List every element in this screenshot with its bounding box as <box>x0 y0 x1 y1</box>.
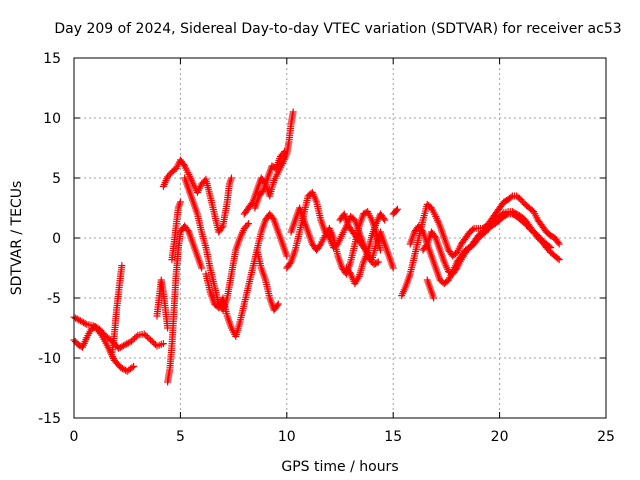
data-point <box>244 220 252 228</box>
data-point <box>430 294 438 302</box>
data-point <box>279 149 287 157</box>
data-point <box>373 259 381 267</box>
data-point <box>130 362 138 370</box>
data-point <box>374 258 382 266</box>
data-point <box>143 333 151 341</box>
data-point <box>150 339 158 347</box>
y-tick-label: 0 <box>52 231 61 247</box>
x-axis-label: GPS time / hours <box>281 459 398 475</box>
x-tick-label: 20 <box>491 429 509 445</box>
data-point <box>555 256 563 264</box>
data-point <box>274 300 282 308</box>
y-tick-label: -10 <box>38 351 61 367</box>
data-point <box>389 264 397 272</box>
data-point <box>545 242 553 250</box>
data-point <box>159 340 167 348</box>
data-point <box>393 205 401 213</box>
x-tick-label: 25 <box>597 429 615 445</box>
data-point <box>132 333 140 341</box>
data-point <box>180 161 188 168</box>
data-point <box>380 215 388 222</box>
y-axis-label: SDTVAR / TECUs <box>9 181 25 296</box>
data-point <box>381 216 389 224</box>
y-tick-label: -15 <box>38 411 61 427</box>
data-point <box>81 320 89 327</box>
x-tick-label: 0 <box>70 429 79 445</box>
data-point <box>376 246 384 254</box>
data-point <box>547 244 555 252</box>
data-point <box>128 364 136 372</box>
x-tick-label: 15 <box>384 429 402 445</box>
data-point <box>218 224 226 231</box>
data-point <box>392 206 400 214</box>
data-point <box>227 174 235 182</box>
x-tick-label: 10 <box>278 429 296 445</box>
data-point <box>131 334 139 342</box>
y-tick-label: -5 <box>47 291 61 307</box>
data-point <box>142 332 150 339</box>
y-tick-label: 15 <box>43 51 61 67</box>
data-point <box>145 335 153 342</box>
data-point <box>118 262 126 270</box>
x-tick-label: 5 <box>176 429 185 445</box>
data-point <box>140 330 148 338</box>
data-point <box>316 242 324 249</box>
data-point <box>469 226 477 234</box>
data-point <box>148 338 156 345</box>
data-point <box>243 221 251 229</box>
data-point <box>176 198 184 206</box>
data-point <box>289 108 297 116</box>
data-point <box>554 239 562 246</box>
data-point <box>555 240 563 248</box>
chart-title: Day 209 of 2024, Sidereal Day-to-day VTE… <box>54 21 621 37</box>
data-point <box>281 148 289 156</box>
data-point <box>129 336 137 344</box>
data-point <box>283 252 291 260</box>
data-point <box>198 264 206 272</box>
y-tick-label: 5 <box>52 171 61 187</box>
data-point <box>507 193 515 201</box>
data-points <box>70 108 563 386</box>
data-point <box>554 254 562 262</box>
y-tick-label: 10 <box>43 111 61 127</box>
data-point <box>127 337 135 345</box>
data-point <box>151 341 159 348</box>
data-point <box>273 302 281 309</box>
ticks: 0 5 10 15 20 25 -15 -10 -5 0 5 10 15 <box>38 51 615 445</box>
data-point <box>147 336 155 344</box>
data-point <box>96 330 104 338</box>
data-point <box>498 210 506 218</box>
